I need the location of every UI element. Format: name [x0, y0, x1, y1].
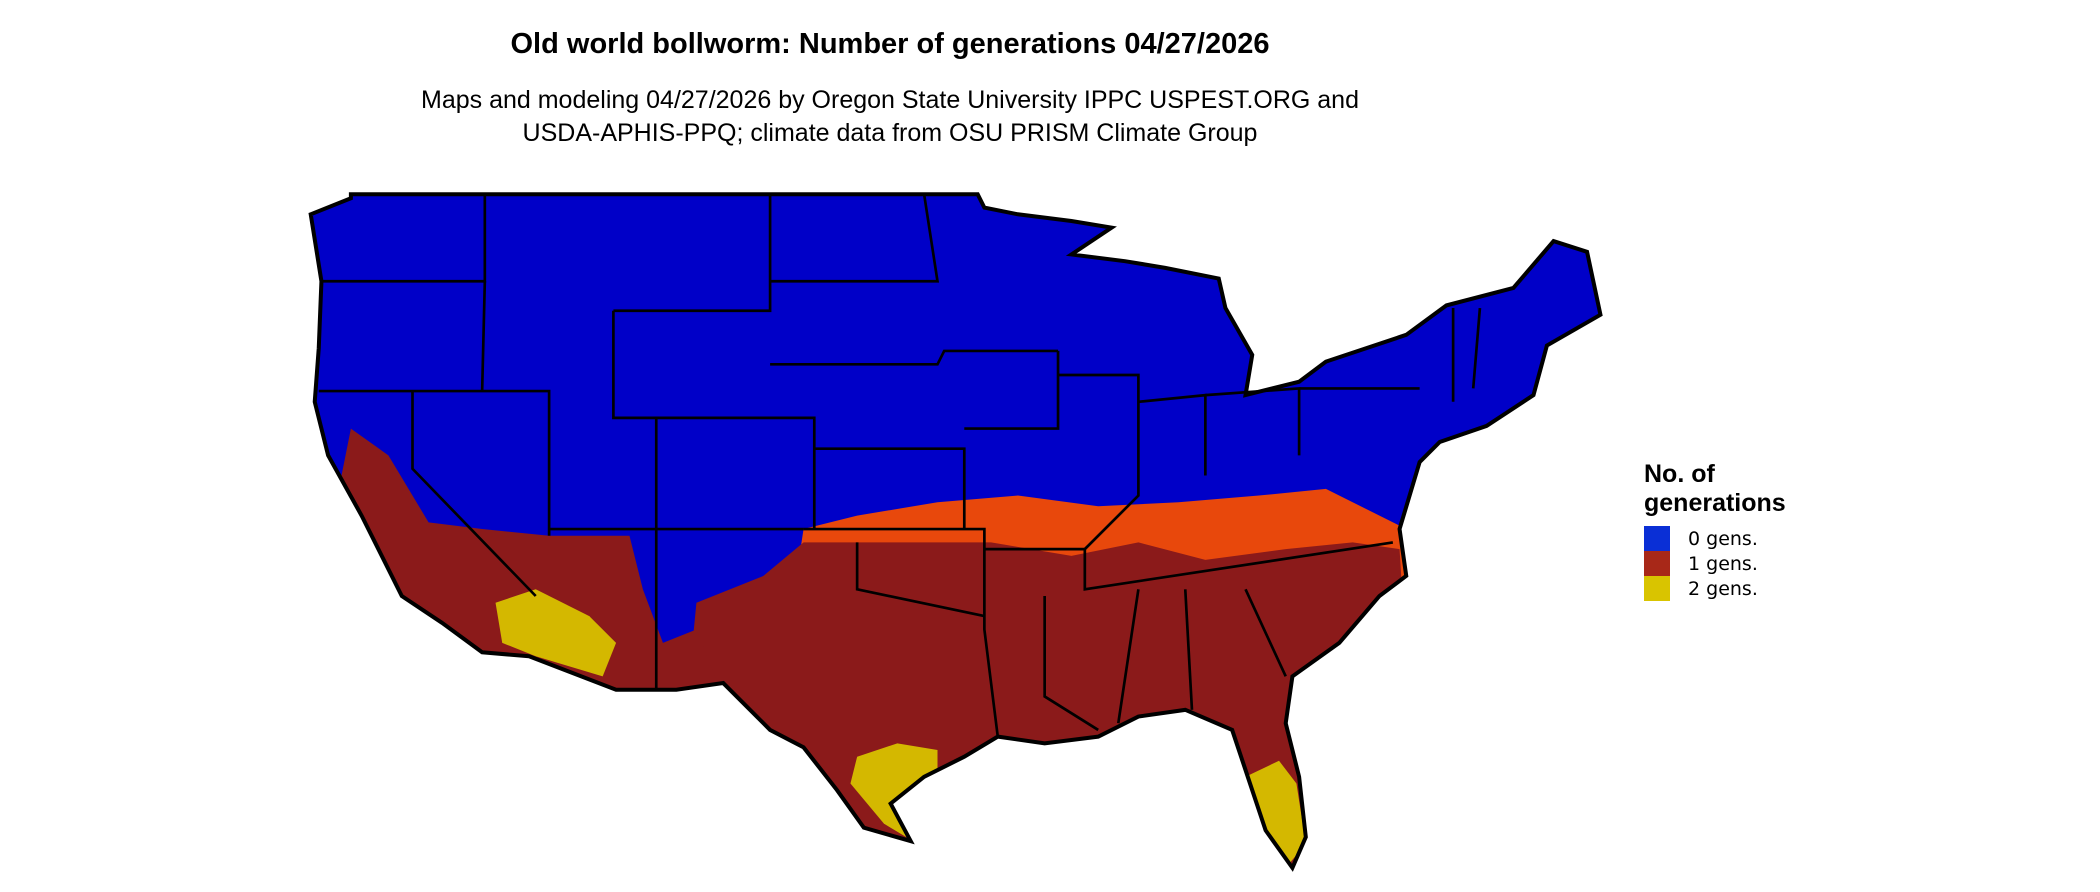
legend-item: 1 gens. [1644, 551, 1786, 576]
legend-label: 1 gens. [1688, 552, 1758, 575]
subtitle-line: USDA-APHIS-PPQ; climate data from OSU PR… [522, 119, 1258, 147]
legend-title-line: No. of [1644, 460, 1715, 488]
subtitle-line: Maps and modeling 04/27/2026 by Oregon S… [421, 86, 1359, 114]
legend-title: No. of generations [1644, 460, 1786, 518]
legend-swatch-2 [1644, 576, 1670, 601]
legend-item: 0 gens. [1644, 526, 1786, 551]
legend-item: 2 gens. [1644, 576, 1786, 601]
legend-title-line: generations [1644, 489, 1786, 517]
legend-swatch-0 [1644, 526, 1670, 551]
legend: No. of generations 0 gens. 1 gens. 2 gen… [1644, 460, 1786, 601]
map-subtitle: Maps and modeling 04/27/2026 by Oregon S… [0, 84, 1780, 150]
legend-label: 2 gens. [1688, 577, 1758, 600]
legend-swatch-1 [1644, 551, 1670, 576]
two-gen-region-southwest [495, 589, 617, 677]
two-gen-region-florida [1245, 760, 1306, 868]
legend-label: 0 gens. [1688, 527, 1758, 550]
state-borders [318, 194, 1482, 737]
one-gen-region [669, 542, 1420, 868]
map-title: Old world bollworm: Number of generation… [510, 28, 1270, 60]
